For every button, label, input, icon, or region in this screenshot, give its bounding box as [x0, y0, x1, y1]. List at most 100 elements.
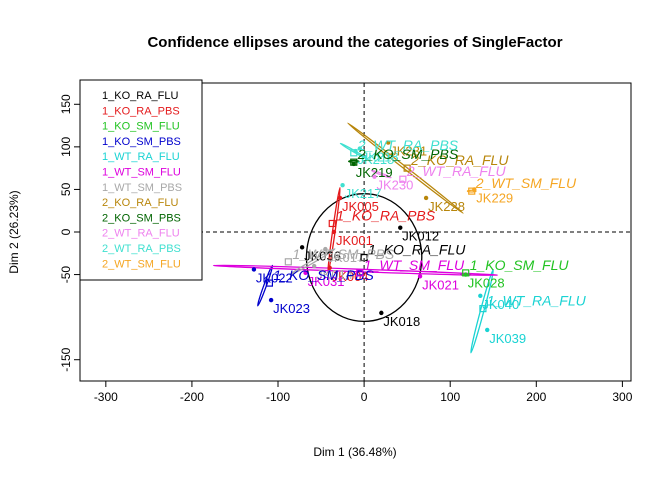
- legend-entry: 2_KO_RA_FLU: [102, 197, 178, 209]
- category-center-marker: [350, 158, 358, 166]
- legend-entry: 1_WT_SM_FLU: [102, 167, 181, 179]
- individual-label: JK001: [336, 233, 373, 248]
- individual-label: JK012: [402, 229, 439, 244]
- individual-point: [357, 146, 363, 151]
- category-center-marker: [479, 305, 487, 313]
- x-tick-label: 200: [526, 390, 546, 404]
- category-center-label: 1_KO_SM_FLU: [470, 257, 570, 273]
- category-center-label: 1_KO_SM_PBS: [273, 267, 374, 283]
- individual-label: JK219: [356, 165, 393, 180]
- y-axis-label: Dim 2 (26.23%): [7, 190, 21, 273]
- confidence-ellipse: [370, 169, 392, 179]
- legend-entry: 1_KO_RA_FLU: [102, 90, 178, 102]
- y-tick-label: 100: [59, 137, 73, 157]
- legend-entry: 1_KO_RA_PBS: [102, 105, 180, 117]
- individual-label: JK031: [308, 274, 345, 289]
- y-tick-label: -150: [59, 347, 73, 371]
- x-tick-label: -200: [180, 390, 204, 404]
- individual-label: JK040: [482, 297, 519, 312]
- legend-entry: 2_WT_RA_FLU: [102, 228, 180, 240]
- x-tick-label: 300: [612, 390, 632, 404]
- individual-label: JK028: [468, 276, 505, 291]
- confidence-ellipse: [305, 193, 423, 323]
- legend-entry: 1_WT_SM_PBS: [102, 182, 182, 194]
- legend-entry: 1_KO_SM_FLU: [102, 121, 180, 133]
- legend-box: [79, 79, 203, 281]
- individual-label: JK017: [327, 250, 364, 265]
- confidence-ellipse: [289, 248, 336, 276]
- chart-title: Confidence ellipses around the categorie…: [147, 34, 562, 51]
- individual-label: JK004: [332, 269, 369, 284]
- individual-label: JK229: [476, 190, 513, 205]
- individual-point: [372, 174, 377, 179]
- individual-point: [251, 267, 257, 272]
- y-tick-label: -50: [59, 266, 73, 284]
- individual-label: JK018: [383, 314, 420, 329]
- individual-point: [303, 270, 308, 276]
- x-tick-label: -100: [266, 390, 290, 404]
- individual-label: JK039: [489, 331, 526, 346]
- legend-entry: 2_KO_SM_PBS: [102, 212, 181, 224]
- individual-point: [423, 195, 429, 201]
- category-center-label: 2_WT_RA_PBS: [357, 137, 459, 153]
- legend-entry: 2_WT_SM_FLU: [102, 258, 181, 270]
- individual-label: JK021: [422, 277, 459, 292]
- confidence-ellipse: [466, 189, 477, 193]
- legend-entry: 1_WT_RA_FLU: [102, 151, 180, 163]
- individual-label: JK228: [428, 199, 465, 214]
- category-center-label: 2_KO_RA_FLU: [410, 152, 509, 168]
- category-center-label: 2_WT_RA_FLU: [406, 163, 507, 179]
- category-center-marker: [328, 219, 336, 228]
- individual-label: JK014: [316, 267, 353, 282]
- category-center-marker: [399, 175, 407, 183]
- individual-point: [327, 265, 332, 270]
- category-center-marker: [468, 187, 476, 195]
- category-center-marker: [265, 279, 274, 287]
- individual-point: [398, 225, 403, 230]
- confidence-ellipse: [212, 264, 499, 277]
- individual-label: JK036: [304, 248, 341, 263]
- y-tick-label: 0: [59, 228, 73, 235]
- individual-point: [417, 274, 423, 279]
- category-center-marker: [403, 164, 411, 172]
- individual-label: JK023: [273, 301, 310, 316]
- x-tick-label: -300: [94, 390, 118, 404]
- category-center-label: 1_WT_SM_PBS: [292, 246, 395, 262]
- individual-point: [268, 297, 274, 303]
- individual-label: JK022: [256, 270, 293, 285]
- legend-entry: 1_KO_SM_PBS: [102, 136, 181, 148]
- individual-point: [340, 182, 345, 188]
- individual-label: JK005: [342, 199, 379, 214]
- category-center-label: 2_WT_SM_FLU: [475, 175, 577, 191]
- individual-point: [299, 245, 305, 250]
- individual-label: JK231: [390, 144, 427, 159]
- category-center-marker: [360, 253, 368, 262]
- individual-point: [311, 263, 317, 269]
- category-center-label: 1_WT_SM_FLU: [364, 257, 465, 273]
- legend-entry: 2_WT_RA_PBS: [102, 243, 181, 255]
- category-center-label: 1_KO_RA_FLU: [368, 242, 466, 258]
- x-axis-label: Dim 1 (36.48%): [313, 445, 396, 459]
- individual-label: JK215: [358, 152, 395, 167]
- category-center-marker: [462, 269, 470, 277]
- individual-label: JK230: [376, 178, 413, 193]
- category-center-label: 1_WT_RA_FLU: [487, 293, 587, 309]
- category-center-label: 1_KO_RA_PBS: [336, 207, 435, 223]
- category-center-marker: [350, 149, 358, 157]
- individual-point: [323, 246, 328, 252]
- y-tick-label: 50: [59, 182, 73, 196]
- individual-point: [337, 195, 343, 201]
- individual-label: JK217: [345, 186, 382, 201]
- category-center-marker: [356, 269, 364, 277]
- category-center-marker: [284, 258, 292, 266]
- x-tick-label: 0: [361, 390, 368, 404]
- individual-point: [485, 327, 490, 333]
- x-tick-label: 100: [440, 390, 460, 404]
- individual-label: JK218: [362, 150, 399, 165]
- category-center-label: 2_KO_SM_PBS: [357, 146, 459, 162]
- individual-point: [386, 140, 391, 145]
- y-tick-label: 150: [59, 94, 73, 114]
- individual-point: [331, 229, 337, 235]
- individual-point: [379, 310, 384, 316]
